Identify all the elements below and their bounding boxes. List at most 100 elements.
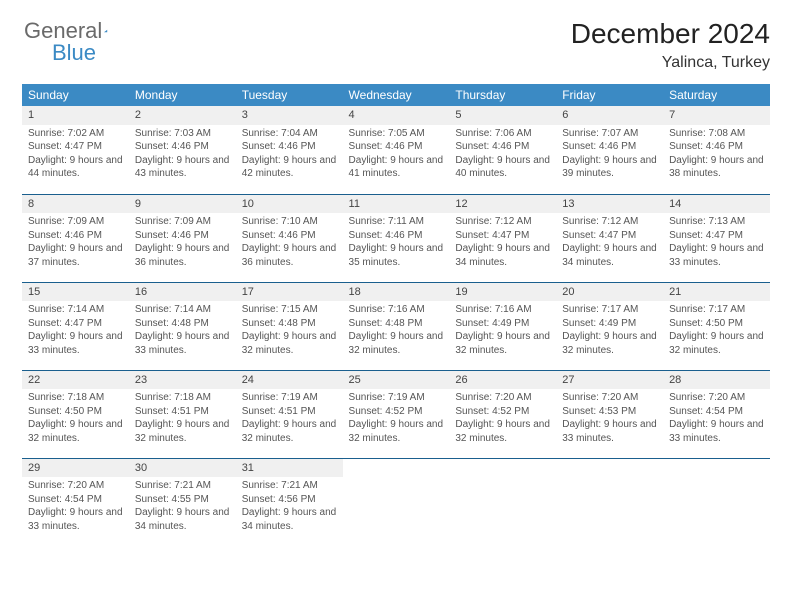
- daylight-text: Daylight: 9 hours and 33 minutes.: [669, 418, 764, 445]
- calendar-cell: 6Sunrise: 7:07 AMSunset: 4:46 PMDaylight…: [556, 106, 663, 194]
- calendar-cell: 23Sunrise: 7:18 AMSunset: 4:51 PMDayligh…: [129, 370, 236, 458]
- sunset-text: Sunset: 4:48 PM: [242, 317, 337, 331]
- day-body: Sunrise: 7:16 AMSunset: 4:48 PMDaylight:…: [343, 301, 450, 363]
- day-number: 2: [129, 106, 236, 125]
- day-number: 3: [236, 106, 343, 125]
- day-number: 13: [556, 195, 663, 214]
- daylight-text: Daylight: 9 hours and 32 minutes.: [135, 418, 230, 445]
- weekday-header-row: Sunday Monday Tuesday Wednesday Thursday…: [22, 84, 770, 106]
- day-body: Sunrise: 7:17 AMSunset: 4:49 PMDaylight:…: [556, 301, 663, 363]
- day-body: Sunrise: 7:09 AMSunset: 4:46 PMDaylight:…: [129, 213, 236, 275]
- daylight-text: Daylight: 9 hours and 33 minutes.: [28, 506, 123, 533]
- daylight-text: Daylight: 9 hours and 33 minutes.: [135, 330, 230, 357]
- sunrise-text: Sunrise: 7:20 AM: [669, 391, 764, 405]
- weekday-sat: Saturday: [663, 84, 770, 106]
- sunset-text: Sunset: 4:47 PM: [562, 229, 657, 243]
- sunrise-text: Sunrise: 7:18 AM: [28, 391, 123, 405]
- sunset-text: Sunset: 4:52 PM: [455, 405, 550, 419]
- calendar-cell: [449, 458, 556, 546]
- sunset-text: Sunset: 4:47 PM: [28, 140, 123, 154]
- calendar-week-row: 1Sunrise: 7:02 AMSunset: 4:47 PMDaylight…: [22, 106, 770, 194]
- calendar-cell: 22Sunrise: 7:18 AMSunset: 4:50 PMDayligh…: [22, 370, 129, 458]
- sunset-text: Sunset: 4:46 PM: [242, 140, 337, 154]
- day-number: 29: [22, 459, 129, 478]
- sunrise-text: Sunrise: 7:08 AM: [669, 127, 764, 141]
- day-number: 28: [663, 371, 770, 390]
- sunrise-text: Sunrise: 7:03 AM: [135, 127, 230, 141]
- daylight-text: Daylight: 9 hours and 37 minutes.: [28, 242, 123, 269]
- day-body: Sunrise: 7:20 AMSunset: 4:52 PMDaylight:…: [449, 389, 556, 451]
- day-number: 22: [22, 371, 129, 390]
- sunrise-text: Sunrise: 7:14 AM: [135, 303, 230, 317]
- day-body: Sunrise: 7:19 AMSunset: 4:51 PMDaylight:…: [236, 389, 343, 451]
- day-number: 10: [236, 195, 343, 214]
- calendar-cell: 2Sunrise: 7:03 AMSunset: 4:46 PMDaylight…: [129, 106, 236, 194]
- sunrise-text: Sunrise: 7:21 AM: [242, 479, 337, 493]
- day-number: 23: [129, 371, 236, 390]
- weekday-mon: Monday: [129, 84, 236, 106]
- daylight-text: Daylight: 9 hours and 39 minutes.: [562, 154, 657, 181]
- calendar-cell: 13Sunrise: 7:12 AMSunset: 4:47 PMDayligh…: [556, 194, 663, 282]
- day-body: Sunrise: 7:05 AMSunset: 4:46 PMDaylight:…: [343, 125, 450, 187]
- day-number: 8: [22, 195, 129, 214]
- day-body: Sunrise: 7:19 AMSunset: 4:52 PMDaylight:…: [343, 389, 450, 451]
- sunrise-text: Sunrise: 7:11 AM: [349, 215, 444, 229]
- calendar-cell: 30Sunrise: 7:21 AMSunset: 4:55 PMDayligh…: [129, 458, 236, 546]
- sunrise-text: Sunrise: 7:21 AM: [135, 479, 230, 493]
- day-body: Sunrise: 7:17 AMSunset: 4:50 PMDaylight:…: [663, 301, 770, 363]
- calendar-cell: 26Sunrise: 7:20 AMSunset: 4:52 PMDayligh…: [449, 370, 556, 458]
- day-body: Sunrise: 7:14 AMSunset: 4:48 PMDaylight:…: [129, 301, 236, 363]
- sunset-text: Sunset: 4:56 PM: [242, 493, 337, 507]
- calendar-cell: 20Sunrise: 7:17 AMSunset: 4:49 PMDayligh…: [556, 282, 663, 370]
- day-body: Sunrise: 7:15 AMSunset: 4:48 PMDaylight:…: [236, 301, 343, 363]
- day-number: 7: [663, 106, 770, 125]
- daylight-text: Daylight: 9 hours and 34 minutes.: [562, 242, 657, 269]
- day-number: 5: [449, 106, 556, 125]
- calendar-cell: 19Sunrise: 7:16 AMSunset: 4:49 PMDayligh…: [449, 282, 556, 370]
- sunrise-text: Sunrise: 7:13 AM: [669, 215, 764, 229]
- sunset-text: Sunset: 4:51 PM: [135, 405, 230, 419]
- sunrise-text: Sunrise: 7:19 AM: [242, 391, 337, 405]
- daylight-text: Daylight: 9 hours and 32 minutes.: [455, 418, 550, 445]
- day-number: 9: [129, 195, 236, 214]
- weekday-sun: Sunday: [22, 84, 129, 106]
- calendar-week-row: 8Sunrise: 7:09 AMSunset: 4:46 PMDaylight…: [22, 194, 770, 282]
- daylight-text: Daylight: 9 hours and 32 minutes.: [455, 330, 550, 357]
- sunrise-text: Sunrise: 7:12 AM: [455, 215, 550, 229]
- day-number: 17: [236, 283, 343, 302]
- daylight-text: Daylight: 9 hours and 32 minutes.: [669, 330, 764, 357]
- calendar-cell: 10Sunrise: 7:10 AMSunset: 4:46 PMDayligh…: [236, 194, 343, 282]
- day-number: 19: [449, 283, 556, 302]
- sunset-text: Sunset: 4:46 PM: [28, 229, 123, 243]
- sunset-text: Sunset: 4:48 PM: [349, 317, 444, 331]
- calendar-cell: 18Sunrise: 7:16 AMSunset: 4:48 PMDayligh…: [343, 282, 450, 370]
- daylight-text: Daylight: 9 hours and 32 minutes.: [28, 418, 123, 445]
- weekday-thu: Thursday: [449, 84, 556, 106]
- sunset-text: Sunset: 4:54 PM: [669, 405, 764, 419]
- calendar-cell: 25Sunrise: 7:19 AMSunset: 4:52 PMDayligh…: [343, 370, 450, 458]
- day-number: 1: [22, 106, 129, 125]
- sunrise-text: Sunrise: 7:12 AM: [562, 215, 657, 229]
- daylight-text: Daylight: 9 hours and 33 minutes.: [669, 242, 764, 269]
- calendar-table: Sunday Monday Tuesday Wednesday Thursday…: [22, 84, 770, 546]
- sunrise-text: Sunrise: 7:20 AM: [562, 391, 657, 405]
- calendar-cell: 9Sunrise: 7:09 AMSunset: 4:46 PMDaylight…: [129, 194, 236, 282]
- day-number: 16: [129, 283, 236, 302]
- day-number: 31: [236, 459, 343, 478]
- daylight-text: Daylight: 9 hours and 38 minutes.: [669, 154, 764, 181]
- day-number: 25: [343, 371, 450, 390]
- calendar-cell: 1Sunrise: 7:02 AMSunset: 4:47 PMDaylight…: [22, 106, 129, 194]
- calendar-cell: 21Sunrise: 7:17 AMSunset: 4:50 PMDayligh…: [663, 282, 770, 370]
- day-body: Sunrise: 7:12 AMSunset: 4:47 PMDaylight:…: [556, 213, 663, 275]
- daylight-text: Daylight: 9 hours and 44 minutes.: [28, 154, 123, 181]
- day-number: 27: [556, 371, 663, 390]
- title-block: December 2024 Yalinca, Turkey: [571, 18, 770, 72]
- day-body: Sunrise: 7:11 AMSunset: 4:46 PMDaylight:…: [343, 213, 450, 275]
- calendar-cell: [556, 458, 663, 546]
- day-number: 30: [129, 459, 236, 478]
- day-body: Sunrise: 7:02 AMSunset: 4:47 PMDaylight:…: [22, 125, 129, 187]
- daylight-text: Daylight: 9 hours and 43 minutes.: [135, 154, 230, 181]
- day-number: 12: [449, 195, 556, 214]
- daylight-text: Daylight: 9 hours and 34 minutes.: [455, 242, 550, 269]
- logo-sail-icon: [104, 23, 107, 39]
